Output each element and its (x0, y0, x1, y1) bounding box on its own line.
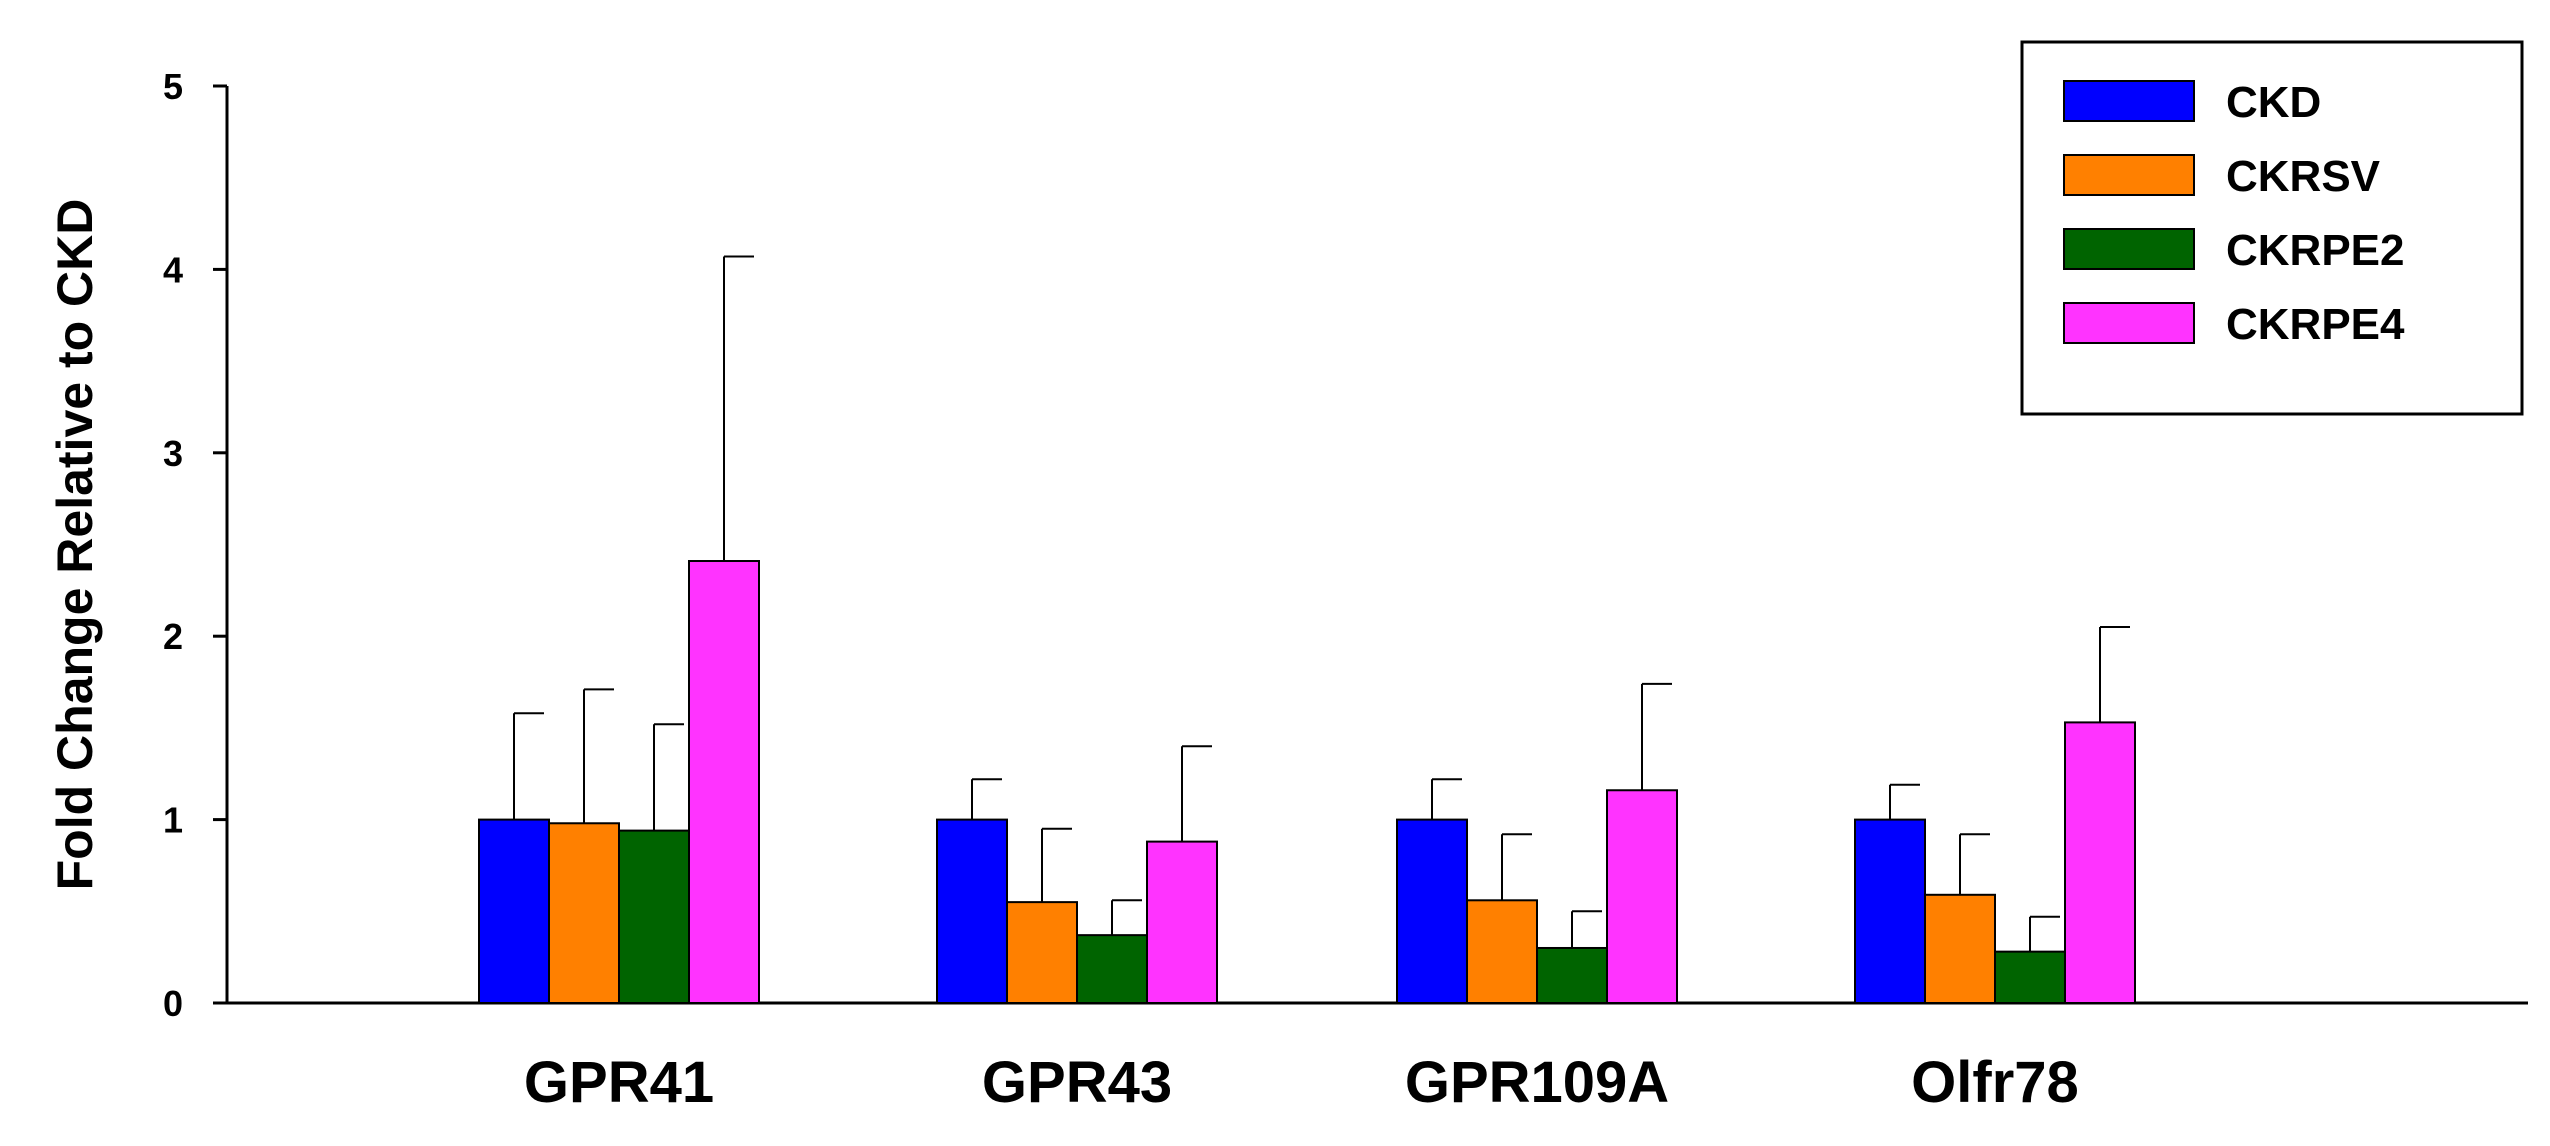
y-tick-label: 5 (163, 66, 183, 107)
legend-swatch-ckrsv (2063, 154, 2195, 196)
bar-ckd-olfr78 (1854, 818, 1926, 1004)
bar-ckrpe4-gpr109a (1606, 789, 1678, 1004)
bar-ckd-gpr109a (1396, 818, 1468, 1004)
error-bars (513, 255, 2130, 952)
bar-ckrsv-olfr78 (1924, 893, 1996, 1005)
bar-ckrpe4-olfr78 (2064, 721, 2136, 1004)
bar-ckrpe4-gpr43 (1146, 840, 1218, 1004)
legend-swatch-ckd (2063, 80, 2195, 122)
x-category-label: GPR41 (524, 1050, 714, 1115)
bar-ckrpe2-olfr78 (1994, 950, 2066, 1005)
x-category-labels: GPR41 GPR43 GPR109A Olfr78 (524, 1050, 2079, 1115)
bars (478, 560, 2136, 1005)
legend-swatch-ckrpe4 (2063, 302, 2195, 344)
bar-ckrpe2-gpr43 (1076, 934, 1148, 1005)
y-tick-label: 4 (163, 249, 183, 290)
legend-label-ckd: CKD (2226, 78, 2321, 127)
x-category-label: GPR109A (1405, 1050, 1669, 1115)
y-tick-label: 0 (163, 983, 183, 1024)
bar-ckrsv-gpr41 (548, 822, 620, 1004)
bar-ckrsv-gpr109a (1466, 899, 1538, 1005)
y-axis-title: Fold Change Relative to CKD (47, 199, 103, 891)
y-tick-label: 3 (163, 433, 183, 474)
bar-ckrpe4-gpr41 (688, 560, 760, 1004)
bar-ckd-gpr41 (478, 818, 550, 1004)
bar-ckrpe2-gpr41 (618, 829, 690, 1004)
bar-ckrpe2-gpr109a (1536, 946, 1608, 1004)
y-ticks: 0 1 2 3 4 5 (163, 66, 227, 1024)
y-tick-label: 1 (163, 800, 183, 841)
y-tick-label: 2 (163, 616, 183, 657)
x-category-label: Olfr78 (1911, 1050, 2079, 1115)
legend-label-ckrpe4: CKRPE4 (2226, 300, 2405, 349)
bar-ckrsv-gpr43 (1006, 901, 1078, 1005)
legend: CKD CKRSV CKRPE2 CKRPE4 (2020, 40, 2524, 416)
legend-label-ckrpe2: CKRPE2 (2226, 226, 2405, 275)
bar-ckd-gpr43 (936, 818, 1008, 1004)
legend-label-ckrsv: CKRSV (2226, 152, 2381, 201)
x-category-label: GPR43 (982, 1050, 1172, 1115)
legend-swatch-ckrpe2 (2063, 228, 2195, 270)
